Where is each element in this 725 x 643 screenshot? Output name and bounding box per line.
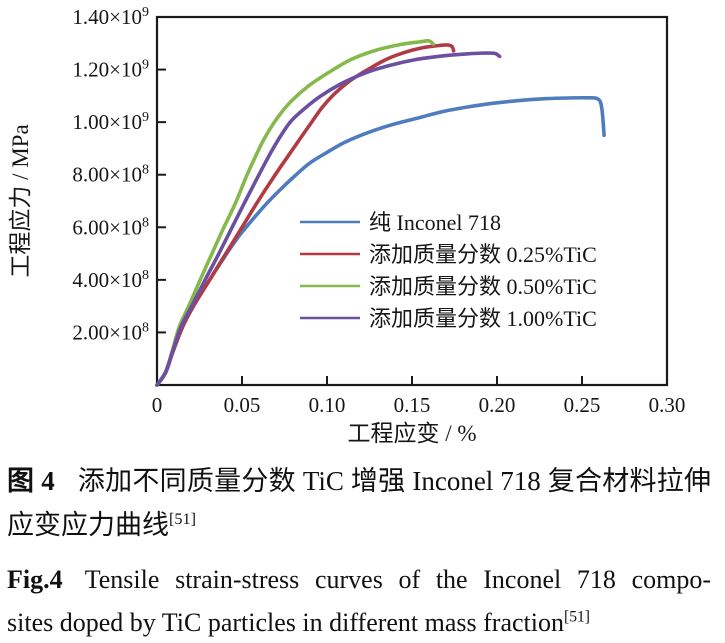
y-tick-label: 1.00×109 [72, 110, 149, 134]
y-tick-label: 1.20×109 [72, 58, 149, 82]
caption-en-citation: [51] [564, 607, 590, 625]
legend-label-tic-100: 添加质量分数 1.00%TiC [369, 306, 597, 331]
stress-strain-chart: 0 0.05 0.10 0.15 0.20 0.25 0.30 2.00×108 4.00×10… [8, 5, 686, 446]
legend-label-pure-inconel-718: 纯 Inconel 718 [369, 210, 501, 235]
caption-en-line2: sites doped by TiC particles in differen… [7, 602, 711, 643]
y-tick-label: 2.00×108 [72, 320, 149, 344]
caption-en: Fig.4 Tensile strain-stress curves of the… [7, 559, 711, 643]
legend-label-tic-025: 添加质量分数 0.25%TiC [369, 242, 597, 267]
caption-cn-citation: [51] [169, 509, 196, 528]
caption-cn-figure-label: 图 4 [7, 466, 55, 496]
figure-captions: 图 4 添加不同质量分数 TiC 增强 Inconel 718 复合材料拉伸 应变… [0, 460, 725, 643]
caption-cn-text2: 应变应力曲线 [7, 509, 169, 540]
x-tick-label: 0.25 [564, 393, 601, 417]
x-tick-label: 0.15 [394, 393, 431, 417]
caption-en-text2: sites doped by TiC particles in differen… [7, 607, 564, 637]
x-tick-label: 0.05 [224, 393, 261, 417]
caption-en-figure-label: Fig.4 [7, 565, 63, 595]
caption-cn-line1: 图 4 添加不同质量分数 TiC 增强 Inconel 718 复合材料拉伸 [7, 460, 711, 504]
curve-tic-050 [155, 39, 436, 387]
caption-cn: 图 4 添加不同质量分数 TiC 增强 Inconel 718 复合材料拉伸 应变… [7, 460, 711, 547]
x-tick-label: 0.10 [309, 393, 346, 417]
caption-en-line1: Fig.4 Tensile strain-stress curves of the… [7, 559, 711, 601]
caption-cn-line2: 应变应力曲线[51] [7, 504, 711, 548]
x-tick-label: 0.20 [479, 393, 516, 417]
x-axis-label: 工程应变 / % [347, 421, 476, 446]
y-tick-label: 6.00×108 [72, 215, 149, 239]
curve-tic-100 [155, 51, 502, 387]
x-tick-label: 0.30 [649, 393, 686, 417]
legend-label-tic-050: 添加质量分数 0.50%TiC [369, 274, 597, 299]
y-tick-label: 4.00×108 [72, 268, 149, 292]
y-tick-label: 1.40×109 [72, 5, 149, 29]
caption-en-text1: Tensile strain-stress curves of the Inco… [84, 565, 711, 595]
caption-cn-text1: 添加不同质量分数 TiC 增强 Inconel 718 复合材料拉伸 [77, 466, 711, 496]
y-axis-label: 工程应力 / MPa [8, 124, 33, 277]
y-tick-label: 8.00×108 [72, 163, 149, 187]
x-tick-label: 0 [152, 393, 163, 417]
